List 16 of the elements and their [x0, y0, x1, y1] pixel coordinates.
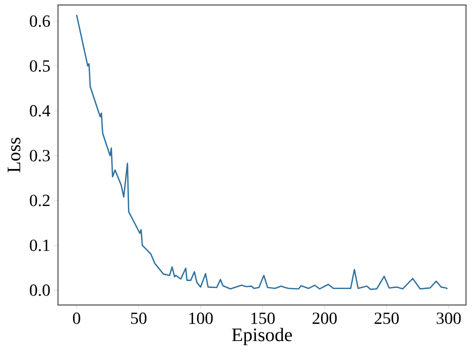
- x-tick-label: 0: [72, 312, 80, 324]
- y-axis-title: Loss: [8, 138, 20, 172]
- y-tick-label: 0.4: [30, 105, 50, 117]
- x-axis-title: Episode: [232, 328, 292, 346]
- y-tick-label: 0.2: [30, 194, 50, 206]
- y-tick-label: 0.1: [30, 240, 50, 252]
- y-tick-label: 0.3: [30, 150, 50, 162]
- x-tick-label: 300: [436, 312, 461, 324]
- x-tick-label: 150: [251, 312, 275, 324]
- y-tick-label: 0.0: [30, 284, 50, 296]
- x-tick-label: 200: [312, 312, 337, 324]
- x-tick-label: 250: [374, 312, 399, 324]
- y-tick-label: 0.5: [30, 60, 50, 72]
- x-tick-label: 100: [189, 312, 213, 324]
- y-tick-label: 0.6: [30, 15, 50, 27]
- x-tick-label: 50: [131, 312, 146, 324]
